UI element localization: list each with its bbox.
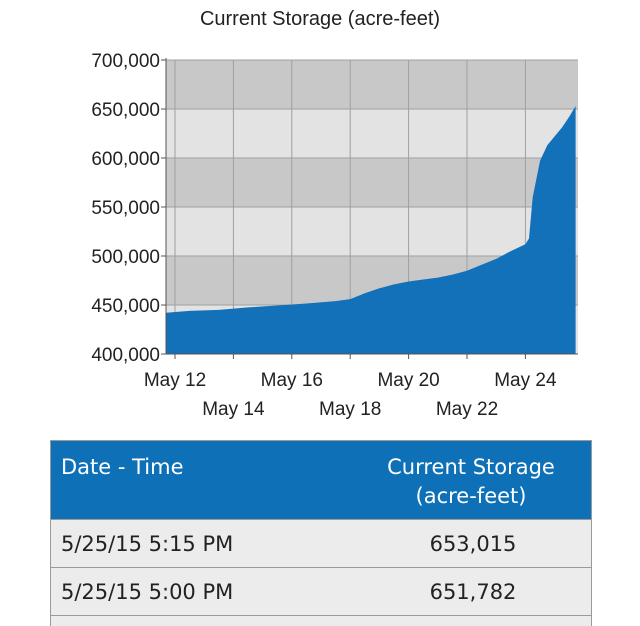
storage-chart: 400,000 450,000 500,000 550,000 600,000 650,0… — [91, 8, 578, 420]
header-storage-line2: (acre-feet) — [415, 484, 527, 508]
y-tick-label: 450,000 — [91, 296, 160, 317]
row-value: 653,015 — [429, 531, 517, 556]
x-tick-label: May 20 — [377, 370, 439, 391]
table-row: 5/25/15 5:15 PM 653,015 — [51, 519, 591, 567]
storage-table: Date - Time Current Storage (acre-feet) … — [50, 440, 592, 626]
header-storage-line1: Current Storage — [387, 455, 555, 479]
plot-band — [166, 109, 578, 158]
x-tick-label: May 12 — [144, 370, 206, 391]
row-date: 5/25/15 5:00 PM — [61, 579, 234, 604]
y-tick-label: 400,000 — [91, 345, 160, 366]
y-tick-label: 600,000 — [91, 149, 160, 170]
plot-band — [166, 207, 578, 256]
plot-band — [166, 158, 578, 207]
row-date: 5/25/15 5:15 PM — [61, 531, 234, 556]
y-tick-label: 700,000 — [91, 51, 160, 72]
x-tick-label: May 18 — [319, 399, 381, 420]
y-tick-label: 500,000 — [91, 247, 160, 268]
row-value: 651,782 — [429, 579, 517, 604]
x-tick-label: May 24 — [494, 370, 557, 391]
storage-area-series — [166, 106, 576, 354]
y-tick-label: 550,000 — [91, 198, 160, 219]
y-tick-label: 650,000 — [91, 100, 160, 121]
table-row: 5/25/15 5:00 PM 651,782 — [51, 567, 591, 615]
x-tick-label: May 14 — [202, 399, 265, 420]
table-header: Date - Time Current Storage (acre-feet) — [51, 441, 591, 519]
header-current-storage: Current Storage (acre-feet) — [351, 441, 591, 519]
header-date-time: Date - Time — [61, 455, 184, 479]
table-row-partial — [51, 615, 591, 626]
x-tick-label: May 22 — [436, 399, 498, 420]
plot-band — [166, 60, 578, 109]
chart-title: Current Storage (acre-feet) — [200, 8, 440, 30]
x-tick-label: May 16 — [261, 370, 323, 391]
